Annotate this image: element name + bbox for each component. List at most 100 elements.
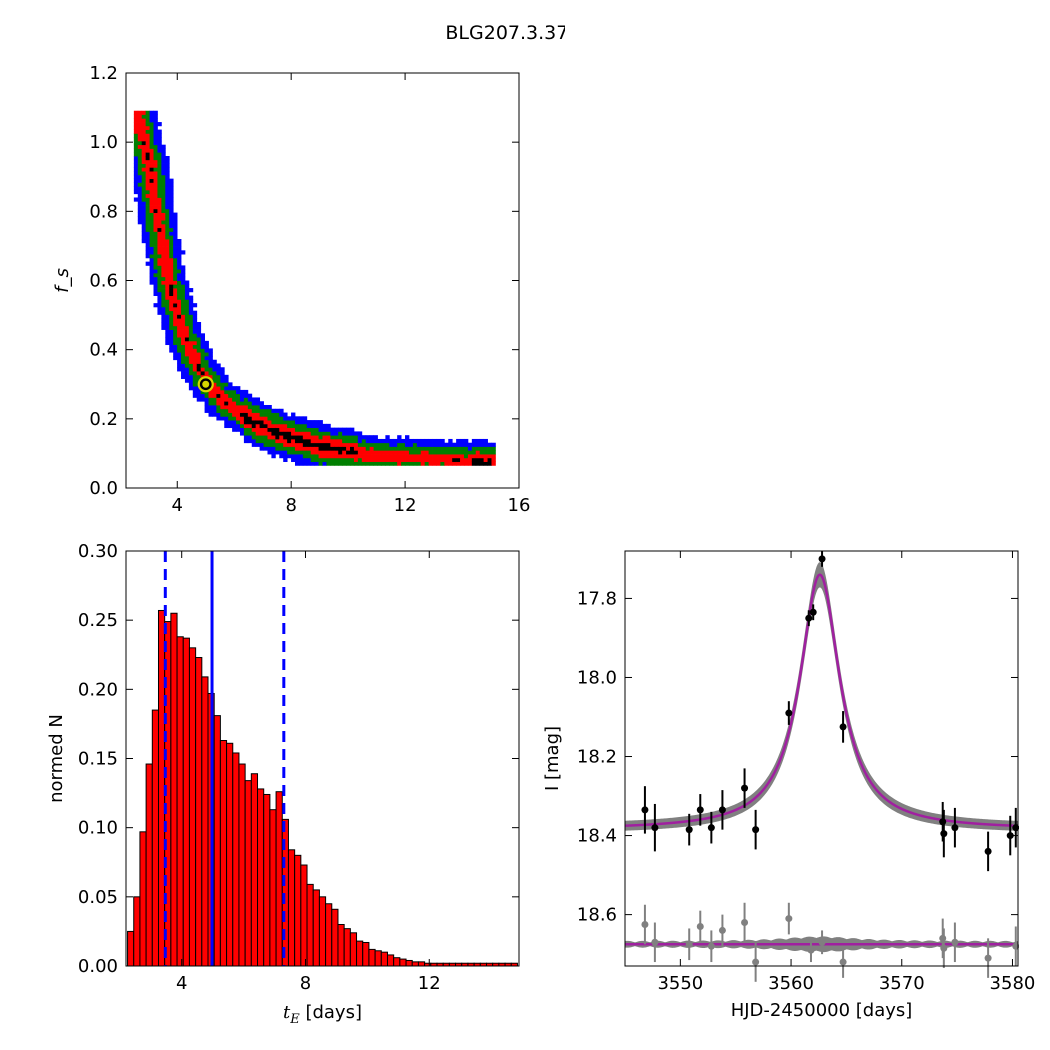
heatmap-cell [157, 265, 162, 270]
heatmap-cell [200, 333, 205, 338]
heatmap-cell [255, 416, 261, 421]
heatmap-cell [334, 450, 339, 455]
heatmap-cell [192, 393, 198, 398]
heatmap-cell [157, 223, 162, 229]
heatmap-cell [294, 427, 300, 432]
heatmap-cell [322, 435, 327, 440]
heatmap-cell [263, 442, 268, 447]
heatmap-cell [251, 408, 257, 413]
heatmap-cell [153, 205, 158, 210]
heatmap-cell [169, 208, 174, 213]
heatmap-cell [145, 144, 150, 149]
heatmap-cell [271, 450, 276, 455]
heatmap-cell [310, 423, 316, 429]
heatmap-cell [141, 212, 147, 217]
heatmap-cell [385, 454, 390, 459]
heatmap-cell [181, 355, 186, 361]
heatmap-cell [291, 412, 296, 417]
heatmap-cell [204, 397, 209, 402]
heatmap-cell [133, 118, 139, 123]
heatmap-cell [239, 423, 245, 429]
heatmap-cell [181, 272, 186, 278]
heatmap-cell [200, 352, 205, 357]
residual-point [741, 919, 749, 927]
heatmap-cell [460, 442, 465, 447]
heatmap-cell [220, 374, 225, 379]
heatmap-cell [322, 461, 327, 466]
heatmap-cell [239, 401, 245, 406]
heatmap-cell [161, 174, 166, 180]
heatmap-cell [149, 122, 154, 127]
heatmap-cell [314, 435, 319, 440]
heatmap-cell [169, 291, 174, 296]
heatmap-cell [196, 374, 202, 379]
heatmap-cell [181, 340, 186, 346]
heatmap-cell [491, 457, 496, 462]
heatmap-cell [157, 189, 162, 195]
heatmap-cell [137, 144, 143, 149]
heatmap-cell [294, 435, 300, 440]
heatmap-cell [137, 152, 143, 157]
heatmap-cell [169, 205, 174, 210]
heatmap-cell [161, 186, 166, 191]
heatmap-cell [393, 450, 398, 455]
heatmap-cell [153, 122, 158, 127]
heatmap-cell [247, 431, 253, 436]
heatmap-cell [173, 227, 178, 232]
heatmap-cell [460, 457, 465, 462]
heatmap-cell [326, 427, 331, 432]
heatmap-cell [357, 446, 363, 451]
heatmap-cell [267, 446, 272, 451]
heatmap-cell [157, 156, 162, 161]
heatmap-cell [491, 450, 496, 455]
heatmap-cell [153, 272, 158, 278]
heatmap-cell [255, 397, 261, 402]
panel-light-curve: 3550 3560 3570 3580 17.8 18.0 18.2 18.4 18.6 HJD-… [542, 0, 1050, 1021]
heatmap-cell [416, 442, 422, 447]
heatmap-cell [188, 318, 194, 323]
data-point [984, 847, 992, 855]
residual-point [707, 942, 715, 950]
heatmap-cell [444, 442, 449, 447]
heatmap-cell [271, 427, 276, 432]
heatmap-cell [145, 167, 150, 172]
heatmap-cell [314, 457, 319, 462]
heatmap-cell [302, 431, 308, 436]
heatmap-cell [346, 435, 351, 440]
heatmap-cell [428, 438, 433, 444]
heatmap-cell [353, 435, 359, 440]
heatmap-cell [177, 333, 182, 338]
heatmap-cell [220, 416, 225, 421]
heatmap-cell [137, 148, 143, 153]
heatmap-cell [263, 420, 268, 425]
heatmap-cell [153, 303, 158, 308]
heatmap-cell [318, 442, 323, 447]
histogram-bar [213, 715, 221, 967]
heatmap-cell [247, 427, 253, 432]
heatmap-cell [216, 378, 221, 383]
heatmap-cell [137, 186, 143, 191]
heatmap-cell [165, 299, 170, 304]
heatmap-cell [192, 382, 198, 387]
heatmap-cell [208, 374, 213, 379]
heatmap-cell [236, 420, 241, 425]
histogram-bar [127, 930, 135, 967]
heatmap-cell [255, 405, 261, 410]
heatmap-cell [153, 261, 158, 266]
heatmap-cell [200, 337, 205, 342]
heatmap-cell [133, 140, 139, 146]
heatmap-cell [208, 352, 213, 357]
heatmap-cell [479, 457, 485, 462]
heatmap-cell [350, 435, 355, 440]
heatmap-cell [141, 235, 147, 240]
heatmap-cell [338, 461, 343, 466]
heatmap-cell [440, 446, 445, 451]
heatmap-cell [137, 182, 143, 187]
heatmap-cell [334, 438, 339, 444]
heatmap-cell [224, 378, 229, 383]
heatmap-cell [259, 412, 264, 417]
heatmap-cell [401, 438, 406, 444]
heatmap-cell [243, 397, 249, 402]
heatmap-cell [141, 231, 147, 236]
heatmap-cell [157, 299, 162, 304]
